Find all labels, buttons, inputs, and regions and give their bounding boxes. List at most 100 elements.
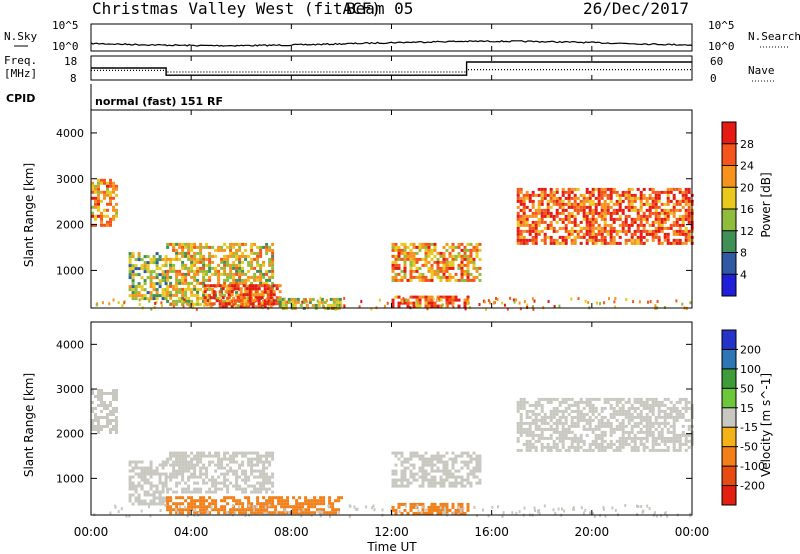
heatmap-cell bbox=[639, 409, 643, 413]
heatmap-cell bbox=[149, 484, 153, 488]
heatmap-cell bbox=[238, 275, 242, 279]
heatmap-cell bbox=[672, 427, 676, 431]
heatmap-cell bbox=[217, 511, 221, 515]
heatmap-cell bbox=[178, 469, 182, 473]
heatmap-cell bbox=[567, 190, 571, 194]
heatmap-cell bbox=[597, 436, 601, 440]
heatmap-cell bbox=[567, 214, 571, 218]
heatmap-cell bbox=[250, 257, 254, 261]
heatmap-cell bbox=[591, 397, 595, 401]
heatmap-cell bbox=[128, 475, 132, 479]
heatmap-cell bbox=[307, 505, 311, 509]
heatmap-cell bbox=[440, 297, 443, 301]
heatmap-cell bbox=[238, 281, 242, 285]
heatmap-cell bbox=[397, 457, 401, 461]
heatmap-cell bbox=[439, 304, 442, 308]
heatmap-cell bbox=[639, 214, 643, 218]
heatmap-cell bbox=[549, 220, 553, 224]
heatmap-cell bbox=[91, 425, 94, 428]
heatmap-cell bbox=[295, 505, 299, 509]
heatmap-cell bbox=[549, 211, 553, 215]
heatmap-cell bbox=[400, 251, 404, 255]
heatmap-cell bbox=[181, 460, 185, 464]
heatmap-cell bbox=[639, 205, 643, 209]
heatmap-cell bbox=[250, 508, 254, 512]
heatmap-cell bbox=[597, 211, 601, 215]
heatmap-cell bbox=[570, 421, 574, 425]
heatmap-cell bbox=[184, 245, 188, 249]
heatmap-cell bbox=[203, 302, 207, 306]
heatmap-cell bbox=[406, 478, 410, 482]
heatmap-cell bbox=[663, 409, 667, 413]
heatmap-cell bbox=[457, 263, 461, 267]
heatmap-cell bbox=[663, 397, 667, 401]
heatmap-cell bbox=[181, 287, 185, 291]
heatmap-cell bbox=[209, 302, 213, 306]
heatmap-cell bbox=[573, 202, 577, 206]
heatmap-cell bbox=[202, 499, 206, 503]
heatmap-cell bbox=[460, 502, 464, 506]
heatmap-cell bbox=[131, 484, 135, 488]
heatmap-cell bbox=[609, 430, 613, 434]
heatmap-cell bbox=[241, 272, 245, 276]
heatmap-cell bbox=[223, 254, 227, 258]
colorbar-tick-label: -100 bbox=[740, 460, 765, 473]
heatmap-cell bbox=[597, 445, 601, 449]
heatmap-cell bbox=[579, 205, 583, 209]
heatmap-cell bbox=[412, 269, 416, 273]
heatmap-cell bbox=[570, 418, 574, 422]
heatmap-cell bbox=[424, 451, 428, 455]
heatmap-cell bbox=[155, 276, 159, 280]
heatmap-cell bbox=[466, 272, 470, 276]
heatmap-cell bbox=[253, 266, 257, 270]
heatmap-cell bbox=[143, 297, 147, 301]
heatmap-cell bbox=[561, 397, 565, 401]
heatmap-cell bbox=[549, 235, 553, 239]
heatmap-cell bbox=[97, 428, 100, 431]
colorbar-frame bbox=[721, 329, 737, 506]
heatmap-cell bbox=[433, 454, 437, 458]
heatmap-cell bbox=[466, 263, 470, 267]
heatmap-cell bbox=[166, 508, 170, 512]
heatmap-cell bbox=[660, 217, 664, 221]
heatmap-cell bbox=[109, 428, 112, 431]
heatmap-cell bbox=[286, 499, 290, 503]
heatmap-cell bbox=[277, 511, 281, 515]
heatmap-cell bbox=[558, 409, 562, 413]
heatmap-cell bbox=[606, 424, 610, 428]
heatmap-cell bbox=[576, 202, 580, 206]
heatmap-cell bbox=[561, 226, 565, 230]
heatmap-cell bbox=[531, 421, 535, 425]
heatmap-cell bbox=[553, 305, 556, 308]
heatmap-cell bbox=[675, 220, 679, 224]
heatmap-cell bbox=[284, 300, 288, 304]
heatmap-cell bbox=[469, 481, 473, 485]
heatmap-cell bbox=[648, 403, 652, 407]
heatmap-cell bbox=[166, 499, 170, 503]
heatmap-cell bbox=[573, 217, 577, 221]
heatmap-cell bbox=[618, 397, 622, 401]
heatmap-cell bbox=[519, 307, 522, 311]
heatmap-cell bbox=[106, 187, 109, 191]
heatmap-cell bbox=[322, 511, 326, 515]
heatmap-cell bbox=[436, 266, 440, 270]
heatmap-cell bbox=[687, 190, 691, 194]
heatmap-cell bbox=[211, 460, 215, 464]
heatmap-cell bbox=[463, 245, 467, 249]
heatmap-cell bbox=[178, 281, 182, 285]
heatmap-cell bbox=[421, 454, 425, 458]
heatmap-cell bbox=[112, 413, 115, 416]
heatmap-cell bbox=[175, 454, 179, 458]
heatmap-cell bbox=[675, 299, 678, 303]
heatmap-cell bbox=[143, 466, 147, 470]
heatmap-cell bbox=[528, 445, 532, 449]
heatmap-cell bbox=[409, 257, 413, 261]
heatmap-cell bbox=[115, 419, 118, 422]
heatmap-cell bbox=[639, 241, 643, 245]
heatmap-cell bbox=[651, 220, 655, 224]
heatmap-cell bbox=[591, 223, 595, 227]
heatmap-cell bbox=[265, 242, 269, 246]
heatmap-cell bbox=[202, 284, 206, 288]
